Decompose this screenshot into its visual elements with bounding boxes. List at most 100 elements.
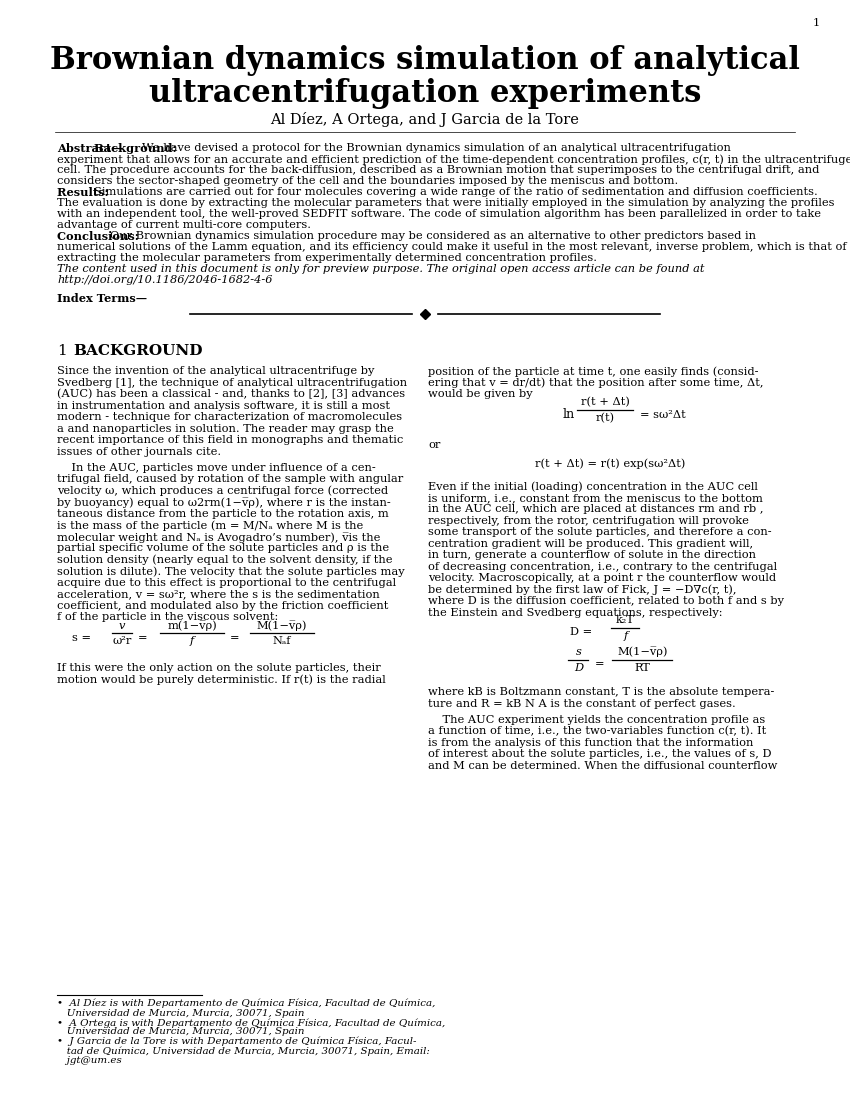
Text: Results:: Results:: [57, 187, 112, 198]
Text: •  A Ortega is with Departamento de Química Física, Facultad de Química,: • A Ortega is with Departamento de Quími…: [57, 1018, 445, 1027]
Text: In the AUC, particles move under influence of a cen-: In the AUC, particles move under influen…: [57, 463, 376, 473]
Text: with an independent tool, the well-proved SEDFIT software. The code of simulatio: with an independent tool, the well-prove…: [57, 209, 821, 219]
Text: centration gradient will be produced. This gradient will,: centration gradient will be produced. Th…: [428, 539, 753, 549]
Text: •  Al Díez is with Departamento de Química Física, Facultad de Química,: • Al Díez is with Departamento de Químic…: [57, 999, 435, 1009]
Text: v: v: [119, 620, 125, 630]
Text: s =: s =: [72, 632, 91, 642]
Text: We have devised a protocol for the Brownian dynamics simulation of an analytical: We have devised a protocol for the Brown…: [142, 143, 731, 153]
Text: cell. The procedure accounts for the back-diffusion, described as a Brownian mot: cell. The procedure accounts for the bac…: [57, 165, 819, 175]
Text: D: D: [574, 662, 583, 673]
Text: acceleration, v = sω²r, where the s is the sedimentation: acceleration, v = sω²r, where the s is t…: [57, 590, 380, 600]
Text: Nₐf: Nₐf: [273, 636, 292, 647]
Text: =: =: [138, 632, 148, 642]
Text: is uniform, i.e., constant from the meniscus to the bottom: is uniform, i.e., constant from the meni…: [428, 493, 763, 503]
Text: would be given by: would be given by: [428, 389, 533, 399]
Text: is the mass of the particle (m = M/Nₐ where M is the: is the mass of the particle (m = M/Nₐ wh…: [57, 520, 363, 531]
Text: coefficient, and modulated also by the friction coefficient: coefficient, and modulated also by the f…: [57, 601, 388, 610]
Text: issues of other journals cite.: issues of other journals cite.: [57, 447, 221, 456]
Text: extracting the molecular parameters from experimentally determined concentration: extracting the molecular parameters from…: [57, 253, 597, 263]
Text: Al Díez, A Ortega, and J Garcia de la Tore: Al Díez, A Ortega, and J Garcia de la To…: [270, 112, 580, 126]
Text: 1: 1: [813, 18, 820, 28]
Text: The content used in this document is only for preview purpose. The original open: The content used in this document is onl…: [57, 264, 705, 274]
Text: Abstract—: Abstract—: [57, 143, 122, 154]
Text: ω²r: ω²r: [112, 636, 132, 647]
Text: respectively, from the rotor, centrifugation will provoke: respectively, from the rotor, centrifuga…: [428, 516, 749, 526]
Text: RT: RT: [635, 662, 650, 673]
Text: If this were the only action on the solute particles, their: If this were the only action on the solu…: [57, 663, 381, 673]
Text: k₂T: k₂T: [616, 615, 635, 625]
Text: a and nanoparticles in solution. The reader may grasp the: a and nanoparticles in solution. The rea…: [57, 424, 394, 433]
Text: (AUC) has been a classical - and, thanks to [2], [3] advances: (AUC) has been a classical - and, thanks…: [57, 389, 405, 399]
Text: of interest about the solute particles, i.e., the values of s, D: of interest about the solute particles, …: [428, 749, 772, 759]
Text: f: f: [623, 630, 627, 640]
Text: ln: ln: [563, 408, 575, 421]
Text: Even if the initial (loading) concentration in the AUC cell: Even if the initial (loading) concentrat…: [428, 482, 758, 492]
Text: =: =: [594, 659, 604, 669]
Text: advantage of current multi-core computers.: advantage of current multi-core computer…: [57, 220, 311, 230]
Text: Conclusions:: Conclusions:: [57, 231, 143, 242]
Text: r(t + Δt): r(t + Δt): [581, 397, 630, 408]
Text: Universidad de Murcia, Murcia, 30071, Spain: Universidad de Murcia, Murcia, 30071, Sp…: [57, 1027, 304, 1036]
Text: some transport of the solute particles, and therefore a con-: some transport of the solute particles, …: [428, 527, 772, 537]
Text: partial specific volume of the solute particles and ρ is the: partial specific volume of the solute pa…: [57, 543, 389, 553]
Text: D =: D =: [570, 627, 592, 637]
Text: 1: 1: [57, 344, 67, 359]
Text: recent importance of this field in monographs and thematic: recent importance of this field in monog…: [57, 436, 403, 446]
Text: motion would be purely deterministic. If r(t) is the radial: motion would be purely deterministic. If…: [57, 674, 386, 685]
Text: m(1−v̅ρ): m(1−v̅ρ): [167, 620, 217, 630]
Text: http://doi.org/10.1186/2046-1682-4-6: http://doi.org/10.1186/2046-1682-4-6: [57, 275, 273, 285]
Text: of decreasing concentration, i.e., contrary to the centrifugal: of decreasing concentration, i.e., contr…: [428, 562, 777, 572]
Text: be determined by the first law of Fick, J = −D∇c(r, t),: be determined by the first law of Fick, …: [428, 585, 736, 595]
Text: = sω²Δt: = sω²Δt: [641, 409, 686, 420]
Text: Simulations are carried out for four molecules covering a wide range of the rati: Simulations are carried out for four mol…: [94, 187, 818, 197]
Text: =: =: [230, 632, 240, 642]
Text: numerical solutions of the Lamm equation, and its efficiency could make it usefu: numerical solutions of the Lamm equation…: [57, 242, 847, 252]
Text: The AUC experiment yields the concentration profile as: The AUC experiment yields the concentrat…: [428, 715, 765, 725]
Text: in instrumentation and analysis software, it is still a most: in instrumentation and analysis software…: [57, 400, 390, 410]
Text: and M can be determined. When the diffusional counterflow: and M can be determined. When the diffus…: [428, 761, 778, 771]
Text: experiment that allows for an accurate and efficient prediction of the time-depe: experiment that allows for an accurate a…: [57, 154, 850, 165]
Text: velocity ω, which produces a centrifugal force (corrected: velocity ω, which produces a centrifugal…: [57, 486, 388, 496]
Text: Since the invention of the analytical ultracentrifuge by: Since the invention of the analytical ul…: [57, 366, 374, 376]
Text: considers the sector-shaped geometry of the cell and the boundaries imposed by t: considers the sector-shaped geometry of …: [57, 176, 678, 186]
Text: Our Brownian dynamics simulation procedure may be considered as an alternative t: Our Brownian dynamics simulation procedu…: [110, 231, 756, 241]
Text: Index Terms—: Index Terms—: [57, 293, 147, 304]
Text: Universidad de Murcia, Murcia, 30071, Spain: Universidad de Murcia, Murcia, 30071, Sp…: [57, 1009, 304, 1018]
Text: modern - technique for characterization of macromolecules: modern - technique for characterization …: [57, 412, 402, 422]
Text: the Einstein and Svedberg equations, respectively:: the Einstein and Svedberg equations, res…: [428, 608, 722, 618]
Text: r(t + Δt) = r(t) exp(sω²Δt): r(t + Δt) = r(t) exp(sω²Δt): [536, 459, 686, 469]
Text: solution is dilute). The velocity that the solute particles may: solution is dilute). The velocity that t…: [57, 566, 405, 578]
Text: is from the analysis of this function that the information: is from the analysis of this function th…: [428, 738, 753, 748]
Text: position of the particle at time t, one easily finds (consid-: position of the particle at time t, one …: [428, 366, 758, 377]
Text: M(1−v̅ρ): M(1−v̅ρ): [617, 647, 668, 657]
Text: in the AUC cell, which are placed at distances rm and rb ,: in the AUC cell, which are placed at dis…: [428, 504, 763, 515]
Text: Svedberg [1], the technique of analytical ultracentrifugation: Svedberg [1], the technique of analytica…: [57, 377, 407, 388]
Text: acquire due to this effect is proportional to the centrifugal: acquire due to this effect is proportion…: [57, 578, 396, 587]
Text: ering that v = dr/dt) that the position after some time, Δt,: ering that v = dr/dt) that the position …: [428, 377, 763, 388]
Text: velocity. Macroscopically, at a point r the counterflow would: velocity. Macroscopically, at a point r …: [428, 573, 776, 583]
Text: Brownian dynamics simulation of analytical: Brownian dynamics simulation of analytic…: [50, 45, 800, 76]
Text: f of the particle in the viscous solvent:: f of the particle in the viscous solvent…: [57, 613, 278, 623]
Text: •  J Garcia de la Tore is with Departamento de Química Física, Facul-: • J Garcia de la Tore is with Departamen…: [57, 1037, 416, 1046]
Text: tad de Química, Universidad de Murcia, Murcia, 30071, Spain, Email:: tad de Química, Universidad de Murcia, M…: [57, 1046, 430, 1056]
Text: BACKGROUND: BACKGROUND: [73, 344, 202, 359]
Text: trifugal field, caused by rotation of the sample with angular: trifugal field, caused by rotation of th…: [57, 474, 403, 484]
Text: by buoyancy) equal to ω2rm(1−v̅ρ), where r is the instan-: by buoyancy) equal to ω2rm(1−v̅ρ), where…: [57, 497, 391, 508]
Text: M(1−v̅ρ): M(1−v̅ρ): [257, 620, 307, 630]
Text: where D is the diffusion coefficient, related to both f and s by: where D is the diffusion coefficient, re…: [428, 596, 784, 606]
Text: ultracentrifugation experiments: ultracentrifugation experiments: [149, 78, 701, 109]
Text: s: s: [575, 647, 581, 657]
Text: f: f: [190, 636, 194, 647]
Text: solution density (nearly equal to the solvent density, if the: solution density (nearly equal to the so…: [57, 554, 393, 565]
Text: a function of time, i.e., the two-variables function c(r, t). It: a function of time, i.e., the two-variab…: [428, 726, 766, 737]
Text: Background:: Background:: [94, 143, 180, 154]
Text: jgt@um.es: jgt@um.es: [57, 1056, 122, 1065]
Text: ture and R = kB N A is the constant of perfect gases.: ture and R = kB N A is the constant of p…: [428, 698, 736, 708]
Text: molecular weight and Nₐ is Avogadro’s number), v̅is the: molecular weight and Nₐ is Avogadro’s nu…: [57, 532, 380, 542]
Text: taneous distance from the particle to the rotation axis, m: taneous distance from the particle to th…: [57, 509, 388, 519]
Text: or: or: [428, 440, 440, 450]
Text: The evaluation is done by extracting the molecular parameters that were initiall: The evaluation is done by extracting the…: [57, 198, 835, 208]
Text: where kB is Boltzmann constant, T is the absolute tempera-: where kB is Boltzmann constant, T is the…: [428, 688, 774, 697]
Text: r(t): r(t): [596, 414, 615, 424]
Text: in turn, generate a counterflow of solute in the direction: in turn, generate a counterflow of solut…: [428, 550, 756, 560]
